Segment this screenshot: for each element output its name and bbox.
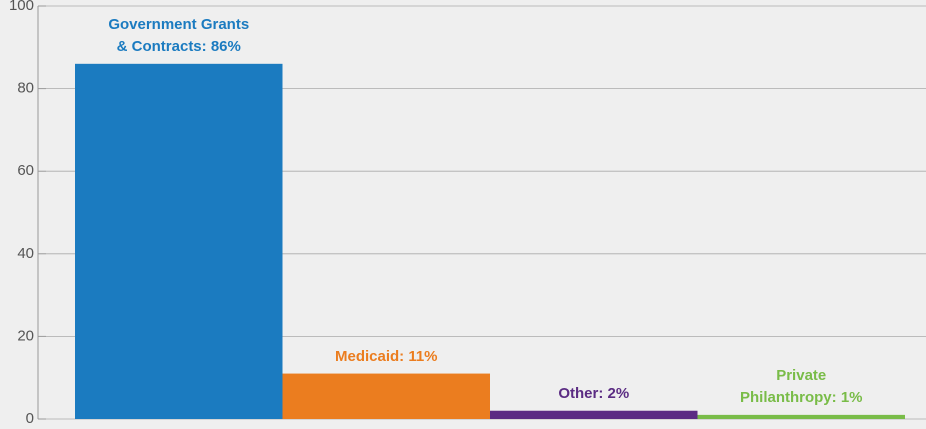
y-tick-label: 80 (17, 80, 34, 97)
y-tick-label: 60 (17, 162, 34, 179)
value-label: Private Philanthropy: 1% (739, 366, 863, 406)
value-label: Other: 2% (558, 384, 630, 402)
value-label: Government Grants & Contracts: 86% (108, 15, 250, 55)
y-tick-label: 40 (17, 245, 34, 262)
value-label: Medicaid: 11% (334, 347, 438, 365)
y-tick-label: 0 (26, 410, 34, 427)
bar (282, 373, 490, 419)
bar (490, 410, 698, 419)
y-tick-label: 20 (17, 327, 34, 344)
bar (697, 414, 905, 419)
y-tick-label: 100 (9, 0, 34, 14)
bar (75, 63, 283, 419)
